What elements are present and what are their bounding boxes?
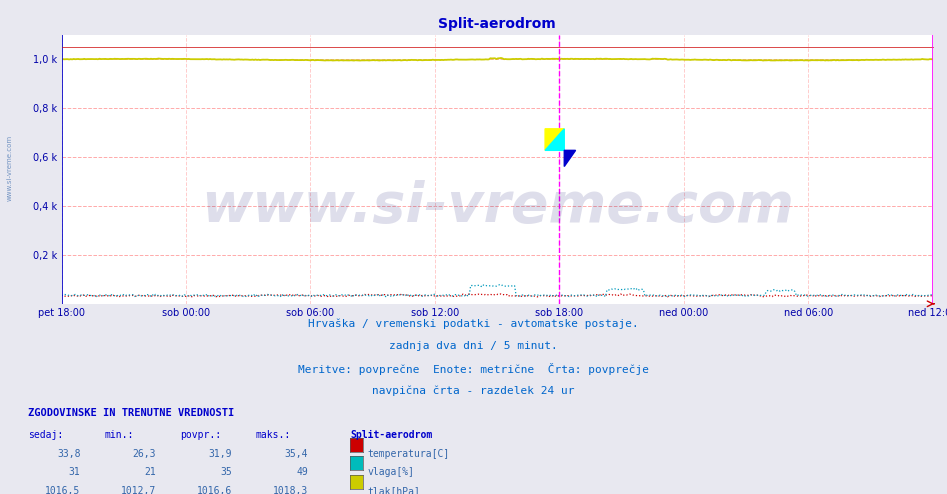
Text: 1012,7: 1012,7 [121, 486, 156, 494]
Text: 33,8: 33,8 [57, 449, 80, 458]
Text: povpr.:: povpr.: [180, 430, 221, 440]
Text: tlak[hPa]: tlak[hPa] [367, 486, 420, 494]
Text: zadnja dva dni / 5 minut.: zadnja dva dni / 5 minut. [389, 341, 558, 351]
Polygon shape [545, 129, 564, 150]
Text: navpična črta - razdelek 24 ur: navpična črta - razdelek 24 ur [372, 385, 575, 396]
Text: ZGODOVINSKE IN TRENUTNE VREDNOSTI: ZGODOVINSKE IN TRENUTNE VREDNOSTI [28, 408, 235, 417]
Text: www.si-vreme.com: www.si-vreme.com [201, 180, 794, 234]
Text: 1016,5: 1016,5 [45, 486, 80, 494]
Text: maks.:: maks.: [256, 430, 291, 440]
Text: www.si-vreme.com: www.si-vreme.com [7, 135, 12, 201]
Text: sedaj:: sedaj: [28, 430, 63, 440]
Polygon shape [545, 129, 564, 150]
Text: 1016,6: 1016,6 [197, 486, 232, 494]
Text: temperatura[C]: temperatura[C] [367, 449, 450, 458]
Polygon shape [564, 150, 576, 166]
Text: Hrvaška / vremenski podatki - avtomatske postaje.: Hrvaška / vremenski podatki - avtomatske… [308, 319, 639, 329]
Text: 1018,3: 1018,3 [273, 486, 308, 494]
Text: 31,9: 31,9 [208, 449, 232, 458]
Text: 49: 49 [296, 467, 308, 477]
Title: Split-aerodrom: Split-aerodrom [438, 17, 556, 31]
Text: Meritve: povprečne  Enote: metrične  Črta: povprečje: Meritve: povprečne Enote: metrične Črta:… [298, 363, 649, 375]
Text: 35: 35 [221, 467, 232, 477]
Text: 31: 31 [69, 467, 80, 477]
Text: vlaga[%]: vlaga[%] [367, 467, 415, 477]
Text: 21: 21 [145, 467, 156, 477]
Text: min.:: min.: [104, 430, 134, 440]
Text: 35,4: 35,4 [284, 449, 308, 458]
Text: Split-aerodrom: Split-aerodrom [350, 430, 433, 440]
Text: 26,3: 26,3 [133, 449, 156, 458]
